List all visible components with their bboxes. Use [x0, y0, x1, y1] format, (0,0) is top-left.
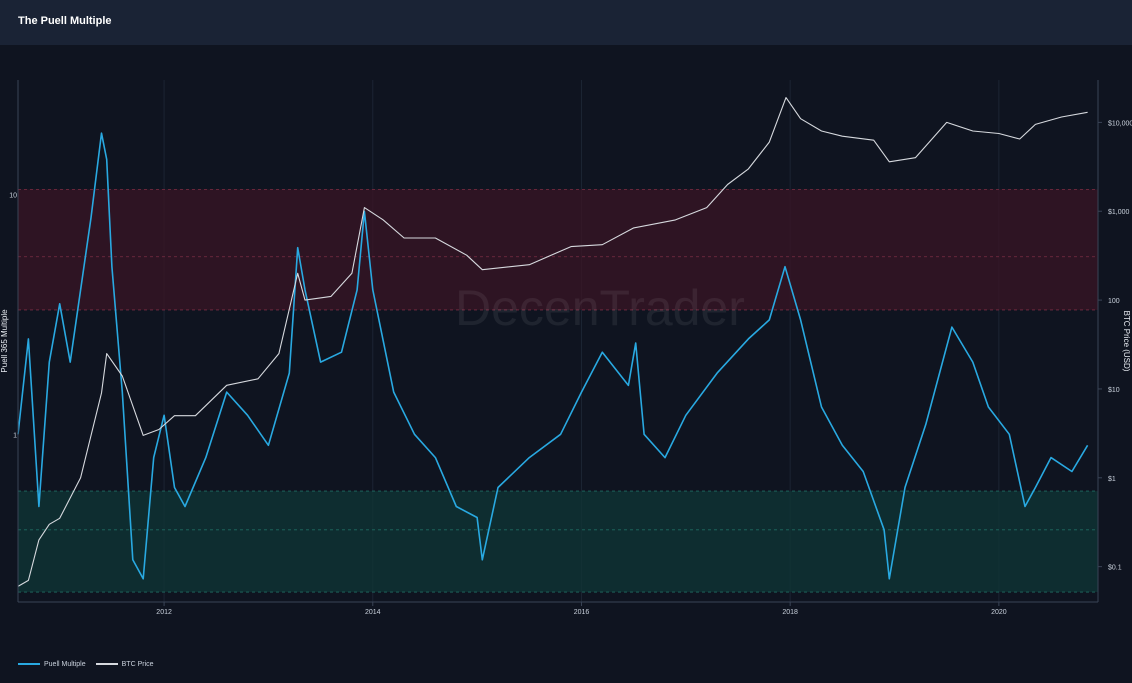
series-line-btc-price: [17, 97, 1088, 587]
watermark: DecenTrader: [455, 280, 745, 336]
y-right-tick-label-3: 100: [1108, 298, 1120, 305]
x-tick-label-0: 2012: [156, 609, 172, 616]
chart-legend: Puell Multiple BTC Price: [18, 658, 154, 670]
band-layer: [18, 188, 1098, 593]
y-right-tick-label-1: $1: [1108, 476, 1116, 483]
y-right-tick-label-5: $10,000: [1108, 120, 1132, 127]
y-left-axis-title: Puell 365 Multiple: [0, 309, 9, 373]
y-right-tick-label-2: $10: [1108, 387, 1120, 394]
band-high: [18, 189, 1098, 310]
x-tick-label-4: 2020: [991, 609, 1007, 616]
watermark-text: DecenTrader: [455, 280, 745, 336]
puell-multiple-chart: DecenTrader 2012 2014 2016 2018 2020 1 10 $0.1 $…: [0, 80, 1132, 616]
chart-header: The Puell Multiple: [0, 0, 1132, 45]
y-left-tick-label-1: 10: [9, 192, 17, 199]
y-left-tick-label-0: 1: [13, 432, 17, 439]
page-title: The Puell Multiple: [18, 15, 112, 27]
series-line-puell: [17, 132, 1089, 580]
line-layer: [17, 97, 1089, 587]
x-tick-label-1: 2014: [365, 609, 381, 616]
legend-item-puell[interactable]: Puell Multiple: [18, 661, 86, 668]
legend-swatch-puell: [18, 663, 40, 665]
band-low: [18, 491, 1098, 593]
y-right-tick-label-0: $0.1: [1108, 565, 1122, 572]
y-right-axis-title: BTC Price (USD): [1122, 311, 1131, 372]
x-tick-label-3: 2018: [782, 609, 798, 616]
y-right-tick-label-4: $1,000: [1108, 209, 1130, 216]
legend-item-btc[interactable]: BTC Price: [95, 660, 154, 668]
legend-label-btc: BTC Price: [121, 660, 154, 668]
axis-layer: 2012 2014 2016 2018 2020 1 10 $0.1 $1 $10 100 $1,00…: [0, 80, 1132, 616]
legend-label-puell: Puell Multiple: [44, 660, 86, 668]
legend-swatch-btc: [95, 663, 118, 665]
x-tick-label-2: 2016: [574, 609, 590, 616]
